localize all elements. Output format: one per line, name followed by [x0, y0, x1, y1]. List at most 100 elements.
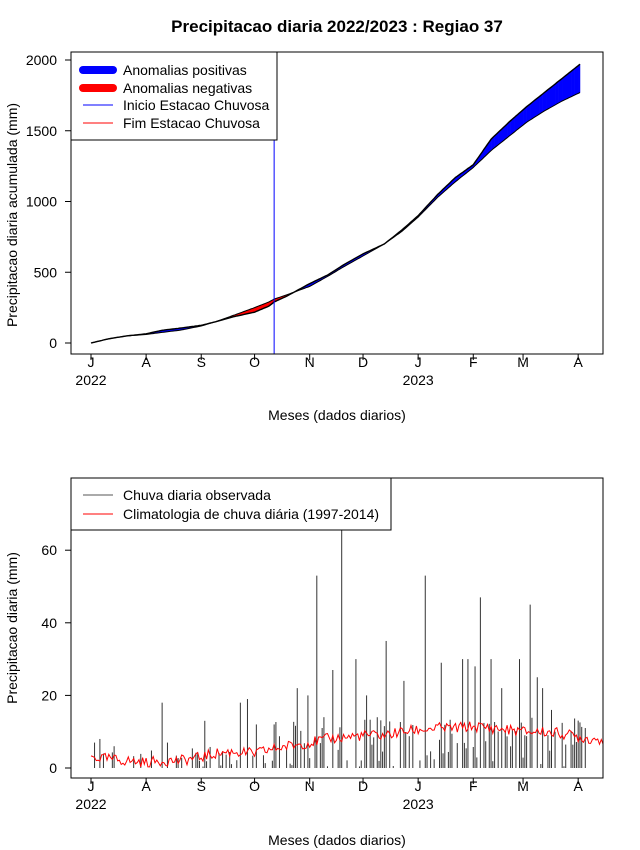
x-tick-label: F — [469, 778, 478, 794]
positive-anomaly-segment — [556, 81, 559, 105]
y-tick-label: 500 — [34, 264, 58, 280]
x-tick-label: J — [88, 354, 95, 370]
year-label: 2023 — [403, 796, 434, 812]
legend-label-climatology: Climatologia de chuva diária (1997-2014) — [123, 506, 379, 522]
y-tick-label: 40 — [41, 615, 57, 631]
x-tick-label: J — [88, 778, 95, 794]
x-tick-label: O — [249, 778, 260, 794]
x-tick-label: S — [197, 354, 206, 370]
positive-anomaly-segment — [553, 84, 556, 106]
positive-anomaly-segment — [501, 127, 504, 143]
positive-anomaly-segment — [531, 101, 535, 119]
x-tick-label: D — [358, 354, 368, 370]
positive-anomaly-segment — [515, 114, 519, 131]
x-tick-label: A — [141, 778, 151, 794]
observed-bars — [94, 478, 586, 768]
x-tick-label: A — [141, 354, 151, 370]
x-tick-label: S — [197, 778, 206, 794]
positive-anomaly-segment — [510, 119, 513, 135]
positive-anomaly-segment — [565, 74, 568, 100]
x-axis-label: Meses (dados diarios) — [268, 832, 406, 848]
positive-anomaly-segment — [539, 95, 542, 115]
y-tick-label: 0 — [49, 335, 57, 351]
legend-item-climatology: Climatologia de chuva diária (1997-2014) — [83, 506, 379, 522]
legend: Anomalias positivas Anomalias negativas … — [70, 51, 278, 141]
positive-anomaly-segment — [512, 117, 515, 134]
legend-item-observed: Chuva diaria observada — [83, 487, 271, 503]
positive-anomaly-segment — [571, 69, 574, 97]
chart-title: Precipitacao diaria 2022/2023 : Regiao 3… — [171, 17, 503, 36]
positive-anomaly-segment — [503, 125, 506, 141]
positive-anomaly-segment — [551, 85, 554, 107]
positive-anomaly-segment — [507, 122, 510, 138]
positive-anomaly-segment — [537, 96, 540, 116]
x-axis-label: Meses (dados diarios) — [268, 407, 406, 423]
legend-label-negative: Anomalias negativas — [123, 80, 252, 96]
year-label: 2022 — [75, 372, 106, 388]
positive-anomaly-segment — [530, 102, 533, 120]
negative-anomaly-segment — [251, 308, 254, 313]
positive-anomaly-segment — [563, 75, 567, 101]
y-tick-label: 1000 — [26, 194, 57, 210]
y-tick-label: 1500 — [26, 123, 57, 139]
positive-anomaly-segment — [496, 132, 499, 147]
legend: Chuva diaria observada Climatologia de c… — [70, 477, 392, 531]
x-tick-label: A — [574, 354, 584, 370]
legend-item-negative: Anomalias negativas — [79, 80, 252, 96]
legend-label-rainy-start: Inicio Estacao Chuvosa — [123, 97, 270, 113]
x-tick-label: M — [517, 778, 529, 794]
positive-anomaly-segment — [578, 64, 581, 94]
x-tick-label: O — [249, 354, 260, 370]
x-axis: J A S O N D J F M A 2022 2023 — [75, 778, 584, 812]
legend-label-observed: Chuva diaria observada — [123, 487, 271, 503]
legend-label-rainy-end: Fim Estacao Chuvosa — [123, 115, 260, 131]
positive-anomaly-segment — [494, 134, 497, 148]
positive-anomaly-segment — [542, 92, 545, 113]
positive-anomaly-segment — [555, 82, 558, 105]
x-tick-label: M — [517, 354, 529, 370]
x-tick-label: J — [415, 778, 422, 794]
climatology-cumulative-line — [90, 92, 581, 344]
positive-anomaly-segment — [523, 108, 526, 126]
positive-anomaly-segment — [562, 76, 565, 102]
positive-anomaly-segment — [540, 93, 543, 114]
positive-anomaly-segment — [519, 111, 522, 128]
climatology-line — [90, 721, 604, 768]
legend-item-rainy-start: Inicio Estacao Chuvosa — [83, 97, 270, 113]
positive-anomaly-segment — [560, 78, 563, 103]
positive-anomaly-segment — [535, 98, 538, 117]
legend-item-positive: Anomalias positivas — [79, 62, 247, 78]
y-axis-label: Precipitacao diaria acumulada (mm) — [4, 103, 20, 327]
positive-anomaly-segment — [572, 68, 575, 96]
positive-anomaly-segment — [517, 112, 520, 130]
daily-panel: 0 20 40 60 J A S O N D J F M A 2022 2023 Precipitacao … — [4, 477, 604, 848]
legend-box — [70, 477, 392, 531]
y-tick-label: 20 — [41, 687, 57, 703]
positive-anomaly-segment — [498, 130, 501, 145]
x-tick-label: D — [358, 778, 368, 794]
x-tick-label: N — [305, 778, 315, 794]
positive-anomaly-segment — [544, 91, 547, 111]
positive-anomaly-segment — [499, 129, 503, 144]
negative-anomaly-segment — [249, 308, 252, 314]
year-label: 2022 — [75, 796, 106, 812]
positive-anomaly-segment — [492, 135, 495, 150]
negative-anomaly-segment — [252, 307, 255, 313]
x-tick-label: J — [415, 354, 422, 370]
positive-anomaly-segment — [558, 79, 561, 104]
y-axis: 0 20 40 60 — [41, 542, 71, 776]
positive-anomaly-segment — [505, 123, 508, 140]
x-tick-label: N — [305, 354, 315, 370]
positive-anomaly-segment — [576, 65, 579, 95]
cumulative-panel: 0 500 1000 1500 2000 J A S O N D J F M A 2022 2023 Prec… — [4, 51, 604, 423]
y-tick-label: 0 — [49, 760, 57, 776]
y-tick-label: 60 — [41, 542, 57, 558]
positive-anomaly-segment — [549, 86, 552, 108]
x-tick-label: A — [574, 778, 584, 794]
positive-anomaly-segment — [521, 109, 524, 127]
observed-cumulative-line — [90, 63, 581, 344]
positive-anomaly-segment — [546, 89, 549, 110]
positive-anomaly-segment — [547, 88, 551, 109]
positive-anomaly-segment — [514, 116, 517, 133]
